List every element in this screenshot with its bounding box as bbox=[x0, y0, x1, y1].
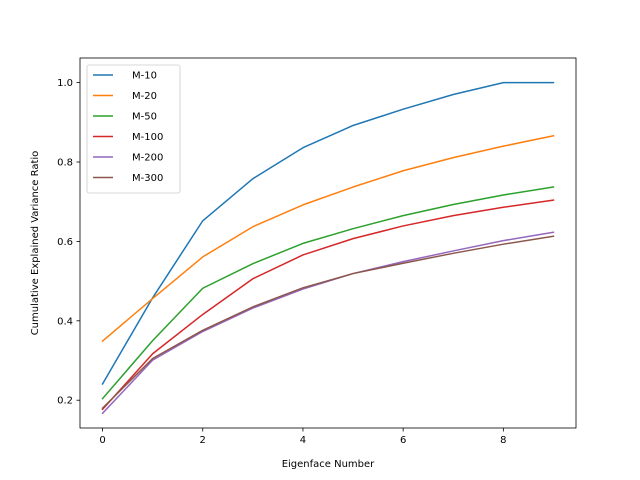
y-tick-label: 0.4 bbox=[57, 316, 73, 327]
y-axis-label: Cumulative Explained Variance Ratio bbox=[30, 151, 41, 336]
x-tick-label: 4 bbox=[300, 435, 306, 446]
x-tick-label: 8 bbox=[500, 435, 506, 446]
series-line-m-50 bbox=[101, 186, 555, 400]
legend-label-m-20: M-20 bbox=[132, 91, 157, 102]
ticks-layer: 0 2 4 6 8 0.2 0.4 0.6 0.8 1.0 bbox=[57, 78, 506, 446]
y-tick-label: 0.6 bbox=[57, 237, 73, 248]
plot-frame bbox=[79, 57, 577, 429]
series-layer bbox=[101, 81, 555, 415]
legend-label-m-200: M-200 bbox=[132, 153, 163, 164]
y-tick-label: 0.2 bbox=[57, 396, 73, 407]
legend: M-10 M-20 M-50 M-100 M-200 M-300 bbox=[86, 64, 181, 194]
y-tick-label: 1.0 bbox=[57, 78, 73, 89]
series-line-m-300 bbox=[101, 235, 555, 410]
series-line-m-10 bbox=[101, 81, 555, 385]
legend-label-m-100: M-100 bbox=[132, 132, 163, 143]
legend-label-m-10: M-10 bbox=[132, 71, 157, 82]
legend-box bbox=[86, 64, 181, 194]
series-line-m-20 bbox=[101, 134, 555, 343]
x-tick-label: 0 bbox=[99, 435, 105, 446]
x-tick-label: 6 bbox=[400, 435, 406, 446]
legend-label-m-300: M-300 bbox=[132, 173, 163, 184]
series-line-m-100 bbox=[101, 199, 555, 411]
legend-label-m-50: M-50 bbox=[132, 112, 157, 123]
x-tick-label: 2 bbox=[200, 435, 206, 446]
x-axis-label: Eigenface Number bbox=[282, 459, 375, 470]
y-tick-label: 0.8 bbox=[57, 158, 73, 169]
